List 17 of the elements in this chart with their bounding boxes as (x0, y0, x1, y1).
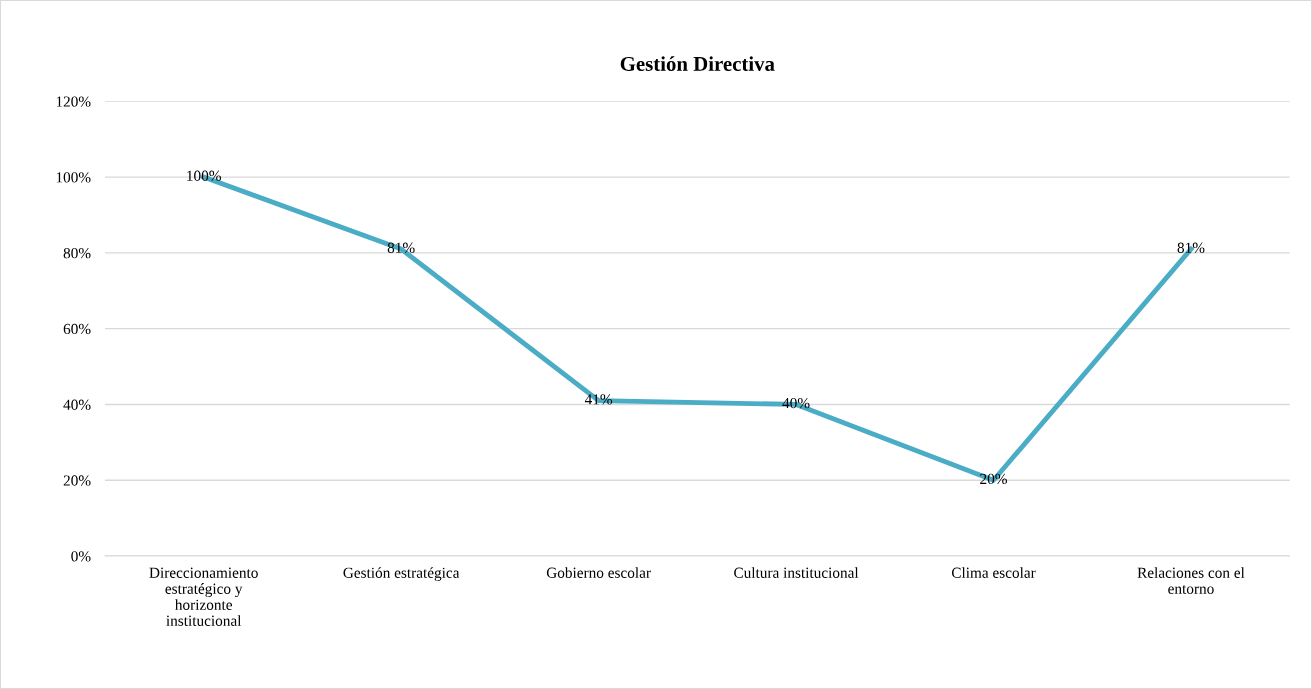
x-tick-label: Relaciones con el entorno (1137, 567, 1245, 594)
x-tick-label: Cultura institucional (734, 567, 859, 578)
y-tick-label: 80% (63, 248, 91, 259)
x-tick-label: Gobierno escolar (546, 567, 651, 578)
data-label: 81% (1177, 242, 1205, 253)
y-tick-label: 60% (63, 323, 91, 335)
y-tick-label: 120% (56, 96, 91, 107)
y-tick-label: 40% (63, 399, 91, 410)
data-label: 100% (187, 170, 221, 181)
y-tick-label: 0% (71, 551, 91, 562)
data-label: 20% (980, 473, 1007, 485)
x-tick-label: Gestión estratégica (343, 567, 460, 582)
y-tick-label: 20% (63, 475, 91, 486)
x-tick-label: Direccionamiento estratégico y horizonte institucional (149, 567, 258, 626)
chart-title: Gestión Directiva (620, 56, 775, 71)
y-tick-label: 100% (56, 172, 91, 183)
x-tick-label: Clima escolar (951, 567, 1036, 578)
